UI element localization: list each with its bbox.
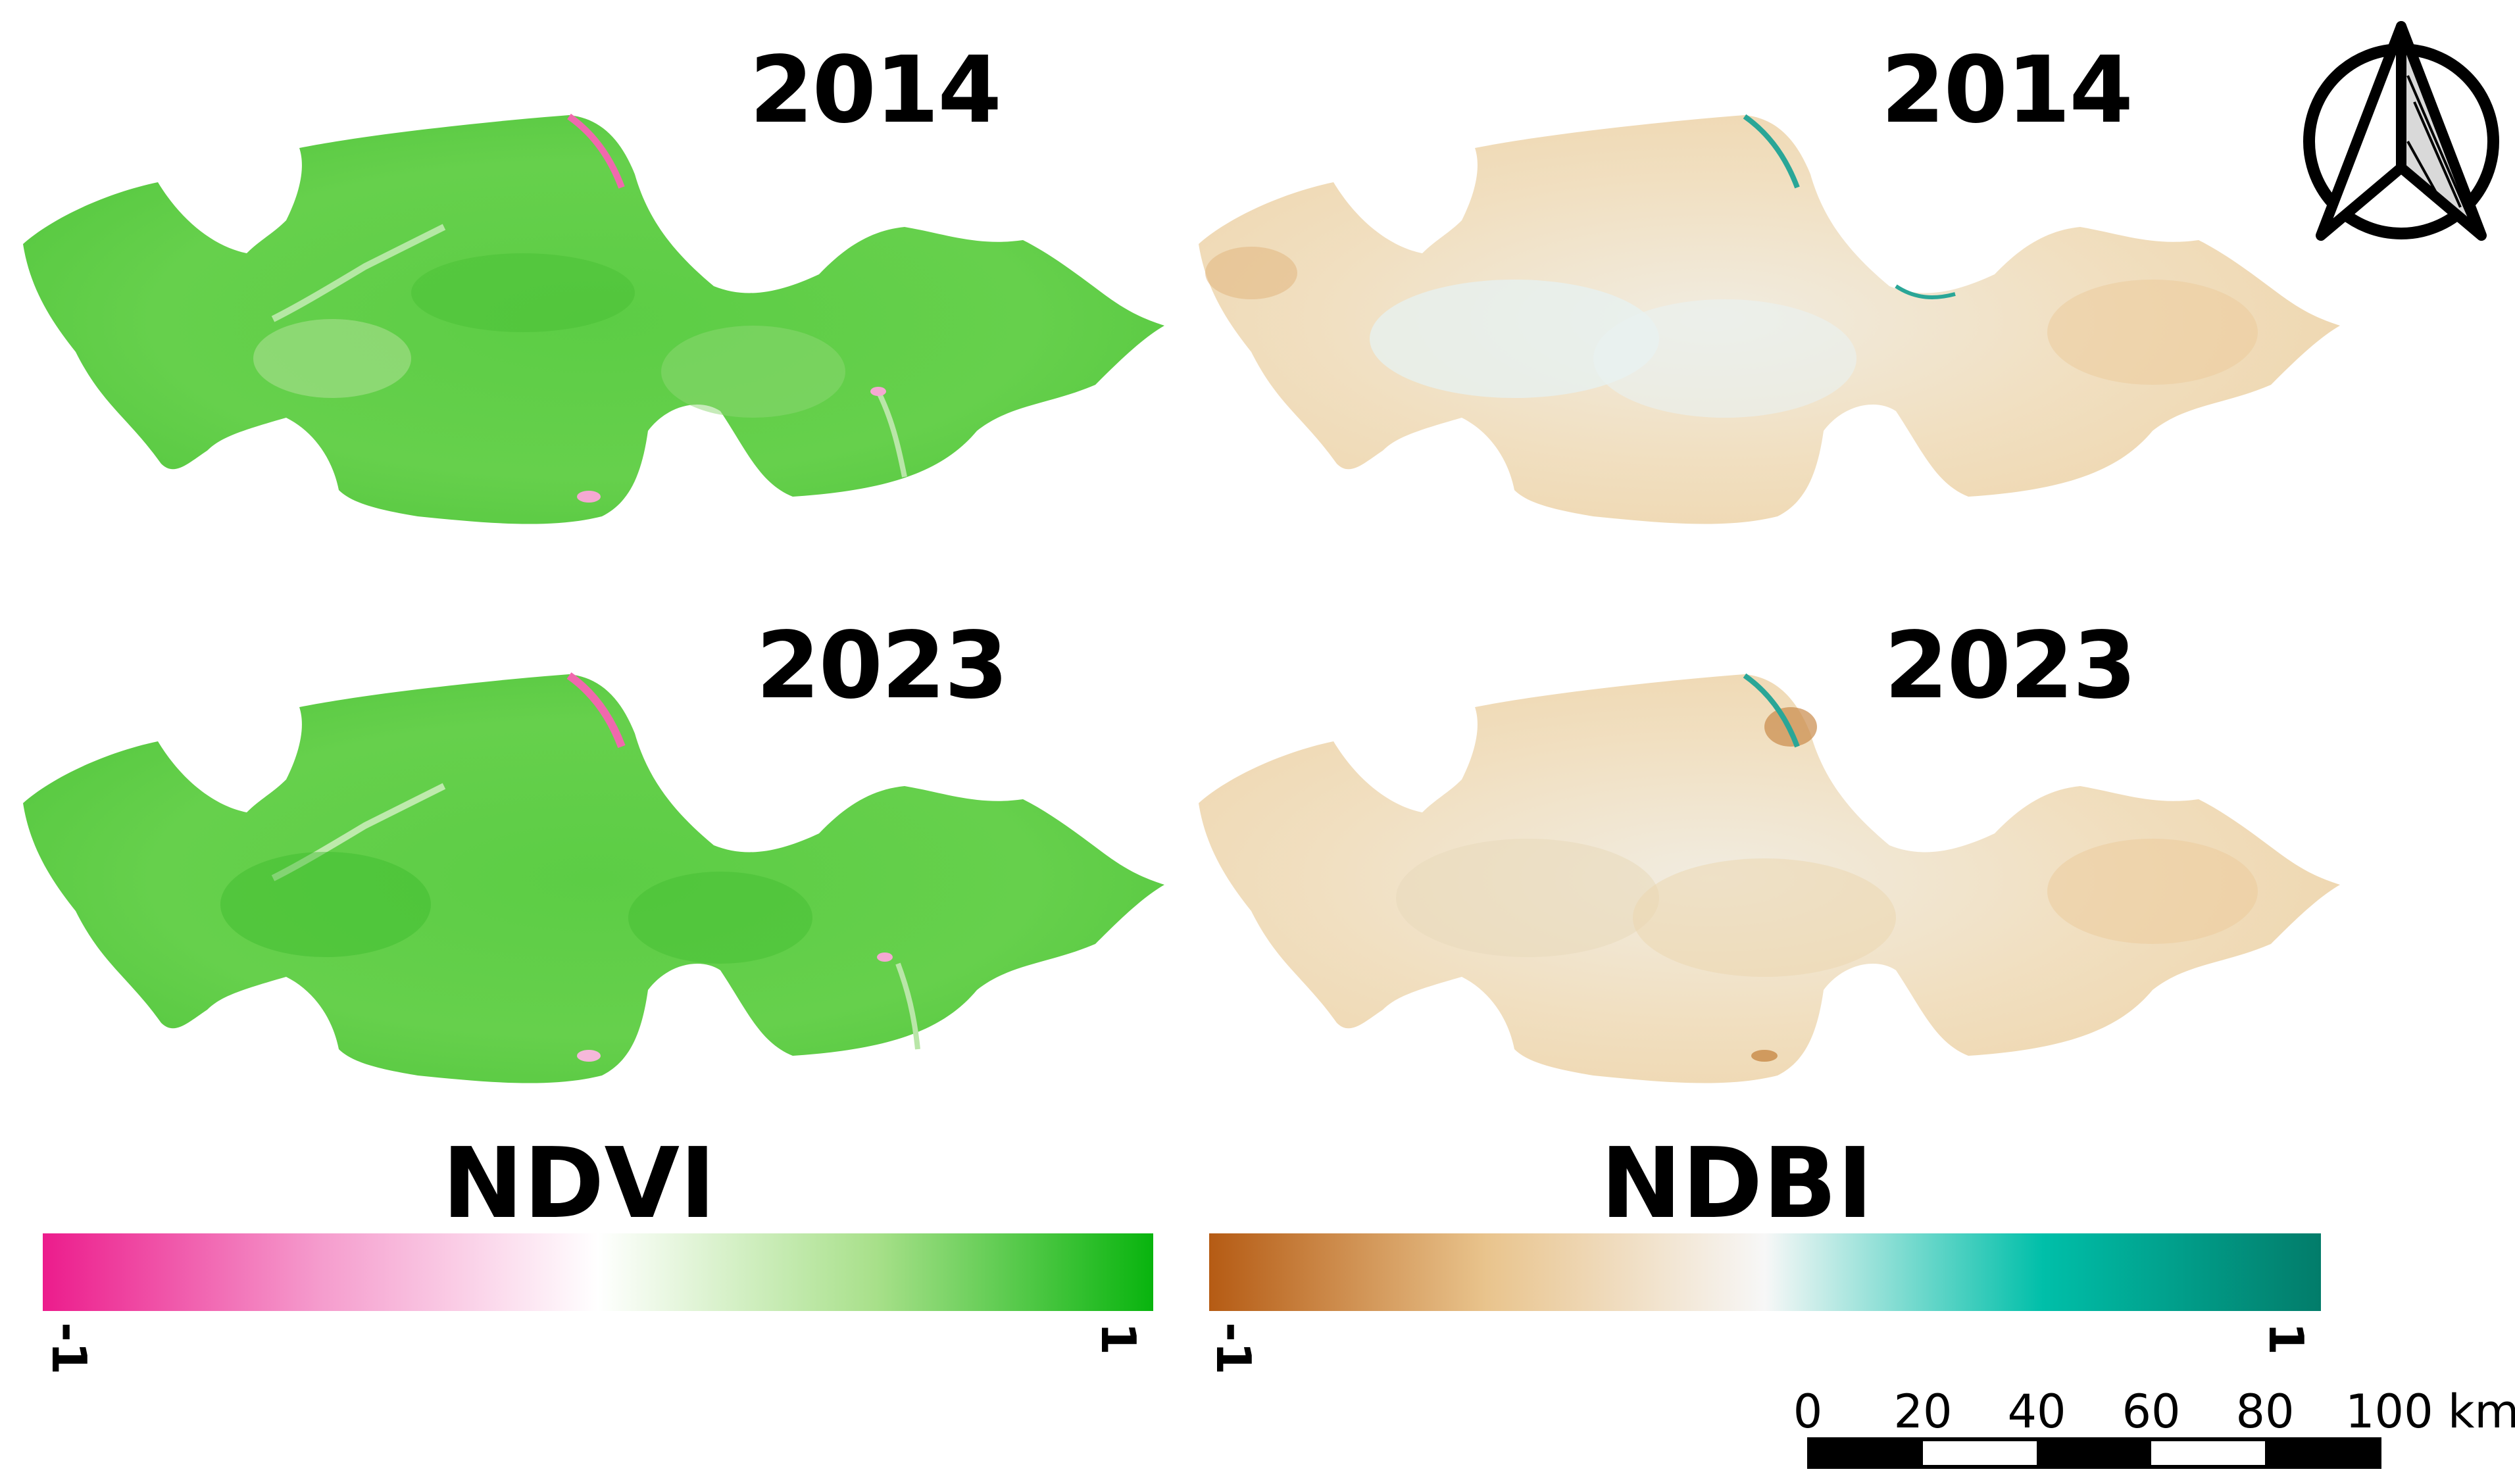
scale-label-80: 80 <box>2235 1385 2294 1439</box>
ndvi-min-label: -1 <box>41 1322 97 1375</box>
scale-label-20: 20 <box>1893 1385 1952 1439</box>
ndvi-map-2023 <box>23 672 1164 1083</box>
scale-label-0: 0 <box>1793 1385 1823 1439</box>
ndvi-2023-year-label: 2023 <box>756 612 1007 720</box>
ndbi-map-2023 <box>1199 673 2340 1083</box>
ndbi-2023-year-label: 2023 <box>1884 612 2135 720</box>
ndvi-map-2014 <box>23 113 1164 524</box>
scale-label-100-km: 100 km <box>2345 1385 2515 1439</box>
ndvi-2014-year-label: 2014 <box>749 37 1001 144</box>
ndbi-2014-year-label: 2014 <box>1881 37 2132 144</box>
scale-label-40: 40 <box>2007 1385 2066 1439</box>
ndbi-max-label: 1 <box>2258 1322 2314 1355</box>
ndbi-map-2014 <box>1199 114 2340 524</box>
scale-segment-5 <box>2265 1439 2379 1467</box>
scale-segment-3 <box>2037 1439 2151 1467</box>
ndvi-color-ramp <box>43 1233 1153 1311</box>
scale-segment-1 <box>1809 1439 1923 1467</box>
north-arrow-icon <box>2303 21 2499 241</box>
scale-label-60: 60 <box>2122 1385 2180 1439</box>
ndbi-min-label: -1 <box>1206 1322 1261 1375</box>
ndbi-color-ramp <box>1209 1233 2321 1311</box>
ndvi-max-label: 1 <box>1091 1322 1146 1355</box>
scale-bar: 0 20 40 60 80 100 km <box>1793 1385 2515 1469</box>
ndbi-legend-title: NDBI <box>1601 1127 1874 1240</box>
ndvi-legend-title: NDVI <box>442 1127 716 1240</box>
